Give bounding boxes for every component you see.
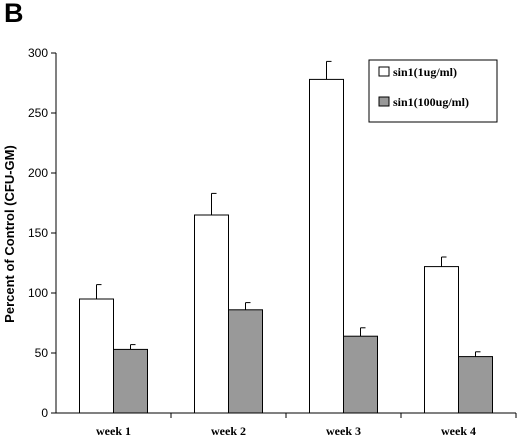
legend-box xyxy=(368,59,498,123)
bar xyxy=(79,298,114,414)
x-axis: week 1 week 2 week 3 week 4 xyxy=(56,412,517,438)
y-tick-label: 300 xyxy=(28,46,48,60)
legend: sin1(1ug/ml) sin1(100ug/ml) xyxy=(368,59,498,123)
bar xyxy=(424,266,459,414)
y-axis: 0 50 100 150 200 250 300 xyxy=(28,46,57,420)
y-tick-label: 100 xyxy=(28,286,48,300)
y-tick-label: 0 xyxy=(41,406,48,420)
bar xyxy=(113,348,148,414)
y-tick-label: 150 xyxy=(28,226,48,240)
x-tick-label: week 3 xyxy=(326,424,361,438)
bar xyxy=(194,214,229,414)
bars xyxy=(79,60,493,414)
bar xyxy=(343,335,378,414)
x-tick-label: week 2 xyxy=(211,424,246,438)
y-tick-label: 250 xyxy=(28,106,48,120)
legend-swatch xyxy=(378,96,390,107)
legend-swatch xyxy=(378,66,390,77)
legend-label: sin1(1ug/ml) xyxy=(393,65,457,79)
x-tick-label: week 4 xyxy=(441,424,476,438)
legend-label: sin1(100ug/ml) xyxy=(393,95,469,109)
y-tick-label: 50 xyxy=(35,346,49,360)
panel-letter: B xyxy=(4,0,24,28)
bar xyxy=(309,78,344,414)
x-tick-label: week 1 xyxy=(96,424,131,438)
y-axis-label: Percent of Control (CFU-GM) xyxy=(2,145,17,323)
bar xyxy=(228,309,263,414)
bar xyxy=(458,356,493,414)
y-tick-label: 200 xyxy=(28,166,48,180)
